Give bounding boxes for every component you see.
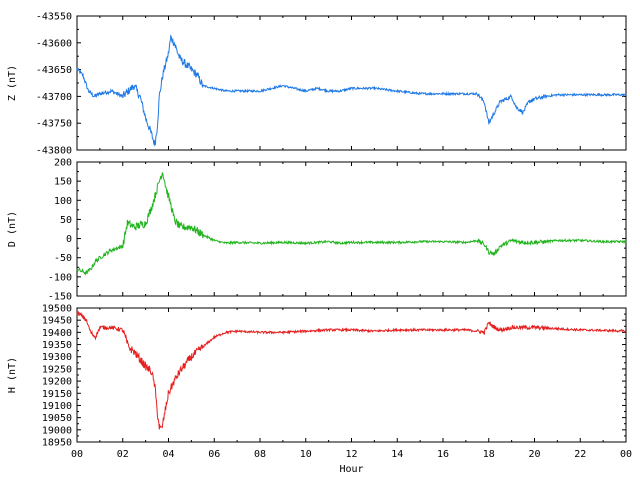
x-tick-label: 06 <box>208 449 220 460</box>
x-tick-label: 18 <box>483 449 495 460</box>
x-tick-label: 02 <box>117 449 129 460</box>
x-tick-label: 00 <box>620 449 632 460</box>
y-tick-label: 18950 <box>42 438 72 449</box>
x-tick-label: 04 <box>162 449 174 460</box>
y-tick-label: -150 <box>48 292 72 303</box>
y-tick-label: 19050 <box>42 413 72 424</box>
x-tick-label: 20 <box>528 449 540 460</box>
y-tick-label: 19250 <box>42 364 72 375</box>
x-tick-label: 10 <box>300 449 312 460</box>
y-tick-label: 0 <box>66 234 72 245</box>
y-tick-label: -43550 <box>36 12 72 23</box>
y-tick-label: -43800 <box>36 146 72 157</box>
y-tick-label: 19450 <box>42 316 72 327</box>
series-line <box>76 172 627 276</box>
y-tick-label: 200 <box>54 158 72 169</box>
x-tick-label: 00 <box>71 449 83 460</box>
y-tick-label: 19000 <box>42 425 72 436</box>
y-tick-label: 19100 <box>42 401 72 412</box>
x-tick-label: 22 <box>574 449 586 460</box>
y-tick-label: 19200 <box>42 377 72 388</box>
x-tick-label: 16 <box>437 449 449 460</box>
series-line <box>76 34 627 147</box>
y-tick-label: 150 <box>54 177 72 188</box>
panel-2: -150 -100 -50 0 50 100 150 200 D (nT) <box>7 158 627 303</box>
y-tick-label: -43700 <box>36 92 72 103</box>
y-tick-label: -43650 <box>36 65 72 76</box>
y-axis-title: Z (nT) <box>7 65 18 101</box>
y-tick-label: 19300 <box>42 352 72 363</box>
y-tick-label: -43600 <box>36 38 72 49</box>
y-tick-label: 19400 <box>42 328 72 339</box>
y-axis-title: D (nT) <box>7 211 18 247</box>
y-tick-label: 100 <box>54 196 72 207</box>
x-tick-label: 14 <box>391 449 403 460</box>
x-axis-title: Hour <box>339 464 363 475</box>
y-tick-label: -43750 <box>36 119 72 130</box>
y-tick-label: 50 <box>60 215 72 226</box>
x-tick-label: 08 <box>254 449 266 460</box>
y-tick-label: -100 <box>48 272 72 283</box>
y-tick-label: -50 <box>54 253 72 264</box>
y-axis-title: H (nT) <box>7 357 18 393</box>
y-tick-label: 19350 <box>42 340 72 351</box>
x-tick-label: 12 <box>345 449 357 460</box>
panel-1: -43800 -43750 -43700 -43650 -43600 -43550 Z (n… <box>7 12 627 157</box>
series-line <box>76 311 626 430</box>
y-tick-label: 19150 <box>42 389 72 400</box>
y-tick-label: 19500 <box>42 304 72 315</box>
